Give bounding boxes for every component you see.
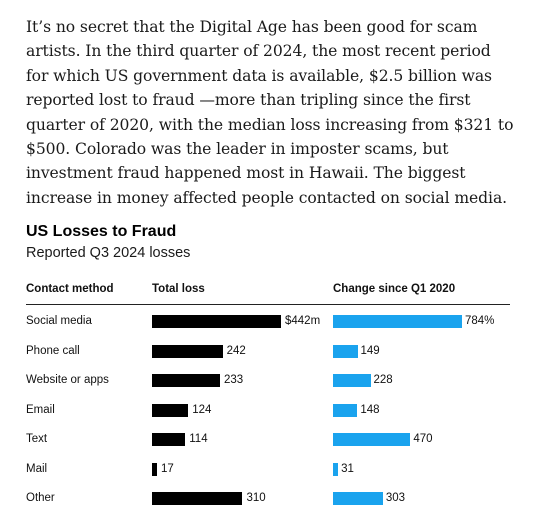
total-loss-value: 17	[160, 462, 174, 475]
table-row: Phone call 242 149	[0, 343, 540, 372]
total-loss-bar	[152, 433, 186, 446]
table-row: Email 124 148	[0, 402, 540, 431]
total-loss-bar	[152, 374, 220, 387]
row-label: Phone call	[26, 344, 80, 357]
column-header-change: Change since Q1 2020	[333, 283, 456, 295]
total-loss-value: 233	[224, 374, 244, 386]
row-label: Social media	[26, 315, 92, 327]
total-loss-value: 114	[189, 433, 208, 445]
change-value: 148	[360, 403, 380, 416]
total-loss-bar	[152, 462, 157, 476]
chart-subtitle: Reported Q3 2024 losses	[26, 245, 191, 261]
column-header-contact-method: Contact method	[26, 283, 114, 295]
change-value: 149	[360, 344, 380, 357]
total-loss-value: 124	[192, 403, 212, 416]
change-value: 784%	[465, 315, 495, 327]
chart-title: US Losses to Fraud	[26, 223, 177, 240]
row-label: Website or apps	[26, 374, 109, 386]
table-row: Text 114 470	[0, 431, 540, 460]
table-row: Mail 17 31	[0, 461, 540, 490]
total-loss-value: 310	[246, 492, 266, 504]
change-value: 228	[373, 374, 393, 386]
change-bar	[333, 462, 339, 476]
total-loss-bar	[152, 344, 223, 358]
change-bar	[333, 433, 411, 446]
header-divider	[26, 304, 510, 305]
change-bar	[333, 492, 383, 505]
change-value: 470	[413, 433, 433, 445]
row-label: Text	[26, 433, 48, 445]
change-value: 303	[385, 492, 406, 504]
change-bar	[333, 374, 371, 387]
change-bar	[333, 344, 358, 358]
table-row: Other 310 303	[0, 490, 540, 519]
column-header-total-loss: Total loss	[152, 283, 205, 295]
total-loss-value: $442m	[285, 315, 321, 327]
row-label: Email	[26, 403, 55, 416]
total-loss-bar	[152, 403, 189, 417]
total-loss-bar	[152, 315, 281, 328]
table-row: Social media $442m 784%	[0, 313, 540, 342]
row-label: Mail	[26, 462, 48, 475]
table-row: Website or apps 233 228	[0, 372, 540, 401]
change-bar	[333, 315, 462, 328]
article-paragraph: It’s no secret that the Digital Age has …	[26, 18, 514, 207]
total-loss-bar	[152, 492, 243, 505]
change-value: 31	[341, 462, 354, 475]
row-label: Other	[26, 492, 55, 504]
total-loss-value: 242	[226, 344, 246, 357]
change-bar	[333, 403, 358, 417]
